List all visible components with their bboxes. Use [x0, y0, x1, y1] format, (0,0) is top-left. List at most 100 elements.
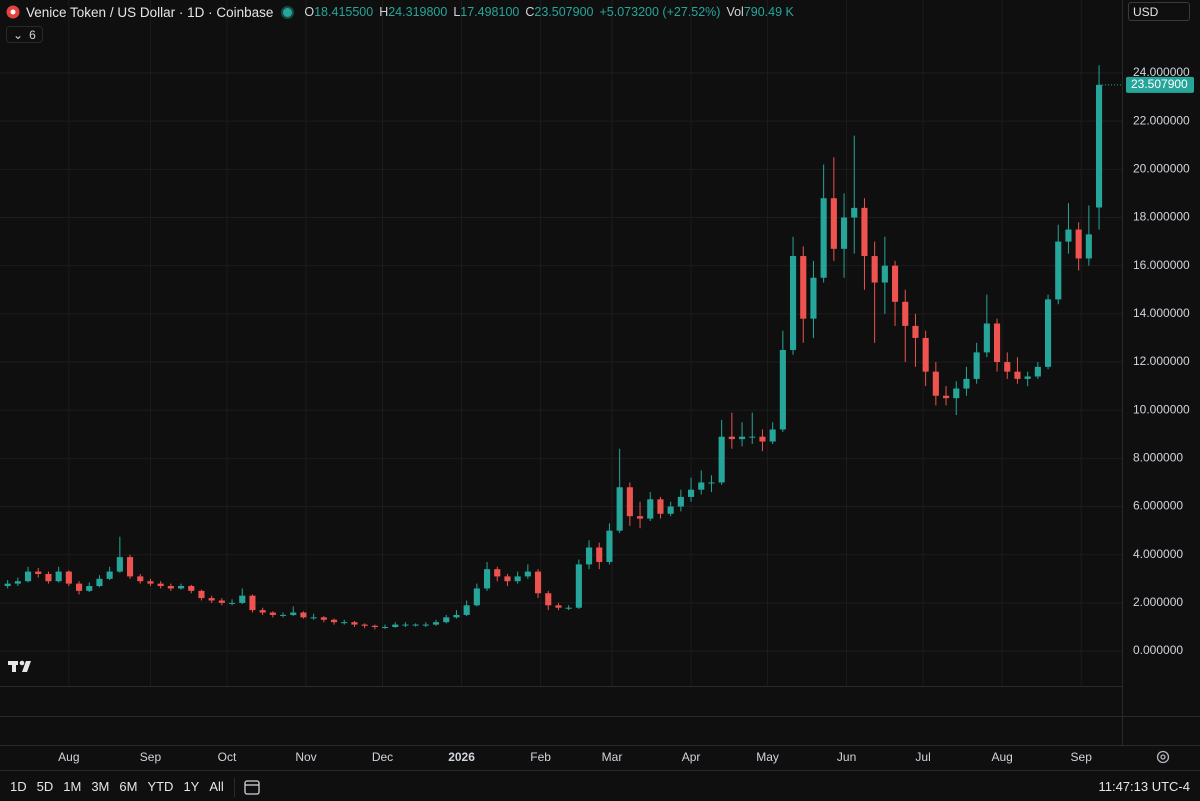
candle-body	[310, 617, 317, 619]
gear-center[interactable]	[1160, 754, 1166, 760]
candle-body	[840, 217, 848, 249]
candle-body	[616, 487, 623, 531]
x-tick-label: Jun	[837, 750, 856, 764]
candle-body	[749, 436, 756, 438]
candle-body	[708, 482, 715, 484]
candle-body	[86, 586, 93, 591]
indicator-count: 6	[29, 27, 36, 42]
currency[interactable]: USD	[1133, 4, 1159, 19]
candle-body	[820, 198, 827, 278]
y-tick-label: 6.000000	[1133, 499, 1183, 513]
price-tag-label: 23.507900	[1131, 77, 1188, 91]
candle-body	[606, 530, 613, 562]
candle-body	[698, 482, 705, 490]
indicators-toggle[interactable]: ⌄ 6	[6, 26, 43, 43]
currency-select[interactable]: USD	[1128, 2, 1190, 21]
candle-body	[126, 557, 134, 577]
candle-body	[1044, 299, 1052, 367]
candle-body	[137, 576, 144, 582]
candle-body	[167, 586, 174, 589]
candle-body	[279, 614, 287, 616]
y-tick-label: 16.000000	[1133, 258, 1190, 272]
range-button[interactable]: 6M	[119, 779, 138, 794]
candle-body	[1014, 371, 1021, 379]
candle-body	[35, 571, 42, 574]
candle-body	[1024, 376, 1031, 379]
candle-body	[1095, 84, 1103, 208]
candle-body	[922, 337, 929, 372]
y-tick-label: 2.000000	[1133, 595, 1183, 609]
candle-body	[381, 626, 389, 628]
ohlc-label: L	[453, 5, 461, 19]
candle-body	[881, 265, 888, 283]
candle-body	[677, 496, 684, 507]
ohlc-value: 24.319800	[388, 5, 448, 19]
candle-body	[800, 256, 807, 319]
x-tick-label: Dec	[372, 750, 393, 764]
axis-labels: 0.000000 2.000000 4.000000 6.000000 8.000000…	[58, 65, 1194, 764]
candle-body	[157, 583, 164, 587]
settings-icon[interactable]	[1156, 750, 1170, 764]
candle-body	[687, 489, 695, 497]
chevron: ⌄	[13, 27, 24, 42]
candle-body	[626, 487, 633, 517]
logo	[8, 660, 31, 672]
range-button[interactable]: 3M	[91, 779, 110, 794]
price-tag	[1126, 76, 1194, 93]
candle-body	[585, 547, 593, 565]
range-button[interactable]: All	[209, 779, 224, 794]
logo-part	[12, 661, 16, 672]
candle-body	[1034, 366, 1041, 377]
range-button[interactable]: 5D	[36, 779, 54, 794]
gear[interactable]	[1156, 750, 1170, 764]
candle-body	[443, 617, 450, 623]
range-button[interactable]: YTD	[147, 779, 174, 794]
candle-body	[902, 301, 909, 326]
candle-body	[728, 436, 735, 440]
candle-body	[341, 622, 348, 624]
candle-body	[514, 576, 521, 582]
y-tick-label: 12.000000	[1133, 354, 1190, 368]
candle-body	[4, 583, 11, 587]
candle-body	[330, 619, 338, 623]
candle-body	[75, 583, 83, 591]
range-button[interactable]: 1D	[10, 779, 27, 794]
candle-body	[565, 607, 572, 609]
y-tick-label: 8.000000	[1133, 451, 1183, 465]
symbol-title[interactable]: Venice Token / US Dollar · 1D · Coinbase	[26, 4, 274, 20]
x-tick-label: 2026	[448, 750, 475, 764]
x-tick-label: Apr	[682, 750, 701, 764]
calendar[interactable]	[244, 780, 260, 795]
candle-body	[116, 557, 123, 572]
candle-body	[198, 590, 205, 599]
icon-mark	[10, 9, 16, 15]
candle-body	[432, 622, 440, 625]
candle-body	[993, 323, 1001, 363]
x-tick-label: Sep	[1071, 750, 1093, 764]
range-button[interactable]: 1M	[63, 779, 82, 794]
candle-body	[422, 624, 429, 626]
x-tick-label: Aug	[991, 750, 1012, 764]
candle-body	[789, 256, 797, 350]
candle-body	[596, 547, 603, 562]
candle-body	[830, 198, 837, 249]
y-tick-label: 10.000000	[1133, 402, 1190, 416]
date-range-icon[interactable]	[244, 780, 260, 795]
candle-body	[953, 388, 960, 399]
ohlc-label: H	[379, 5, 389, 19]
volume: 790.49 K	[743, 5, 794, 19]
candle-body	[555, 605, 562, 608]
candle-body	[738, 436, 746, 440]
x-tick-label: Feb	[530, 750, 551, 764]
ohlc-value: 23.507900	[534, 5, 594, 19]
candle-body	[239, 595, 246, 603]
y-tick-label: 22.000000	[1133, 113, 1190, 127]
range-button[interactable]: 1Y	[183, 779, 200, 794]
candle-body	[494, 569, 501, 577]
candle-body	[392, 624, 399, 627]
candle-body	[534, 571, 542, 594]
y-tick-label: 18.000000	[1133, 210, 1190, 224]
candle-body	[942, 395, 950, 399]
candle-body	[667, 506, 674, 514]
